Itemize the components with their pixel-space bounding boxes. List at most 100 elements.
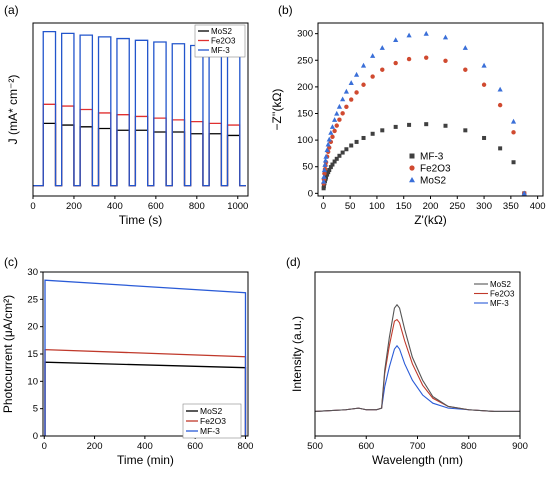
data-point-MoS2 — [462, 45, 468, 50]
data-point-MoS2 — [322, 162, 328, 167]
x-tick-label: 900 — [512, 441, 528, 452]
data-point-MF-3 — [334, 156, 339, 161]
data-point-MF-3 — [349, 143, 354, 148]
data-point-MoS2 — [332, 117, 338, 122]
data-point-MF-3 — [463, 128, 468, 133]
y-tick-label: 250 — [297, 55, 313, 66]
x-tick-label: 500 — [307, 441, 323, 452]
x-tick-label: 0 — [42, 441, 47, 452]
data-point-MoS2 — [328, 129, 334, 135]
data-point-MF-3 — [498, 146, 503, 151]
legend-marker — [409, 165, 415, 171]
x-axis-label: Z'(kΩ) — [414, 213, 447, 227]
data-point-MoS2 — [360, 62, 367, 68]
series-line-MF-3 — [44, 279, 247, 436]
data-point-MoS2 — [343, 88, 349, 94]
plot-area — [315, 303, 520, 412]
data-point-MoS2 — [325, 141, 331, 147]
plot-frame — [32, 22, 249, 197]
data-point-MF-3 — [482, 135, 487, 140]
data-point-MoS2 — [379, 45, 385, 50]
series-line-MF-3 — [315, 344, 520, 412]
data-point-MoS2 — [370, 53, 376, 58]
x-tick-label: 350 — [503, 201, 519, 212]
data-point-Fe2O3 — [463, 67, 468, 72]
data-point-Fe2O3 — [349, 97, 354, 102]
data-point-MF-3 — [321, 184, 326, 189]
data-point-MoS2 — [326, 136, 332, 142]
x-tick-label: 800 — [461, 441, 477, 452]
data-point-MoS2 — [521, 190, 527, 196]
legend-entry: MoS2 — [490, 280, 511, 289]
legend-entry: MoS2 — [200, 406, 222, 416]
legend-entry: Fe2O3 — [490, 290, 515, 299]
y-tick-label: 300 — [297, 29, 313, 40]
x-tick-label: 800 — [238, 441, 254, 452]
data-point-MF-3 — [393, 124, 398, 129]
data-point-Fe2O3 — [393, 60, 398, 66]
data-point-Fe2O3 — [424, 55, 429, 60]
data-point-MoS2 — [321, 178, 327, 184]
series-line-MF-3 — [33, 31, 246, 187]
legend-entry: Fe2O3 — [200, 416, 226, 426]
panel-0: (a) 0 200 400 600 800 1000 Time (s) J (mA* cm⁻²)… — [4, 3, 249, 227]
data-point-MF-3 — [330, 162, 335, 167]
legend-entry: MF-3 — [200, 426, 220, 436]
data-point-MF-3 — [328, 165, 333, 170]
legend-marker — [409, 153, 415, 159]
data-point-Fe2O3 — [340, 111, 345, 116]
data-point-MF-3 — [324, 175, 329, 180]
data-point-MoS2 — [406, 32, 412, 38]
data-point-MoS2 — [324, 147, 330, 153]
plot-area — [33, 31, 246, 187]
y-tick-label: 100 — [297, 135, 313, 146]
data-point-MF-3 — [354, 139, 359, 144]
data-point-MoS2 — [348, 80, 354, 85]
data-point-Fe2O3 — [332, 128, 337, 134]
data-point-MF-3 — [380, 128, 385, 133]
x-tick-label: 200 — [423, 201, 439, 212]
data-point-MoS2 — [322, 157, 329, 163]
y-tick-label: 15 — [27, 349, 38, 360]
data-point-Fe2O3 — [330, 134, 335, 140]
panel-2: (c) 0 200 400 600 800 0 5 10 15 20 25 30 Time (min) Ph… — [1, 255, 253, 467]
x-tick-label: 200 — [87, 441, 103, 452]
y-tick-label: 30 — [27, 267, 38, 278]
data-point-MoS2 — [340, 96, 346, 102]
legend-entry: Fe2O3 — [211, 37, 236, 46]
x-tick-label: 0 — [321, 201, 326, 212]
data-point-MF-3 — [321, 186, 326, 191]
data-point-MoS2 — [321, 174, 327, 179]
legend-entry: MF-3 — [490, 299, 509, 308]
data-point-MF-3 — [407, 122, 412, 127]
data-point-MF-3 — [327, 167, 332, 172]
data-point-MoS2 — [510, 118, 517, 124]
data-point-Fe2O3 — [370, 74, 375, 79]
data-point-MoS2 — [423, 30, 429, 36]
data-point-Fe2O3 — [354, 90, 359, 95]
series-line-Fe2O3 — [315, 318, 520, 412]
data-point-MF-3 — [511, 160, 516, 165]
data-point-MF-3 — [325, 172, 330, 177]
data-point-MF-3 — [370, 131, 375, 136]
x-tick-label: 700 — [410, 441, 426, 452]
y-axis-label: Photocurrent (μA/cm²) — [1, 295, 15, 413]
data-point-Fe2O3 — [511, 130, 516, 135]
y-tick-label: 10 — [27, 376, 38, 387]
data-point-MoS2 — [336, 103, 343, 109]
y-tick-label: 0 — [33, 431, 38, 442]
x-tick-label: 600 — [358, 441, 374, 452]
panel-3: (d) 500 600 700 800 900 Wavelength (nm) Intensi… — [286, 255, 528, 467]
x-tick-label: 100 — [369, 201, 385, 212]
data-point-Fe2O3 — [344, 104, 349, 110]
legend-marker — [409, 177, 415, 183]
data-point-Fe2O3 — [497, 102, 503, 108]
x-tick-label: 400 — [107, 201, 123, 212]
data-point-MoS2 — [497, 86, 503, 92]
y-tick-label: 25 — [27, 294, 38, 305]
data-point-MF-3 — [344, 147, 349, 152]
x-tick-label: 400 — [530, 201, 546, 212]
